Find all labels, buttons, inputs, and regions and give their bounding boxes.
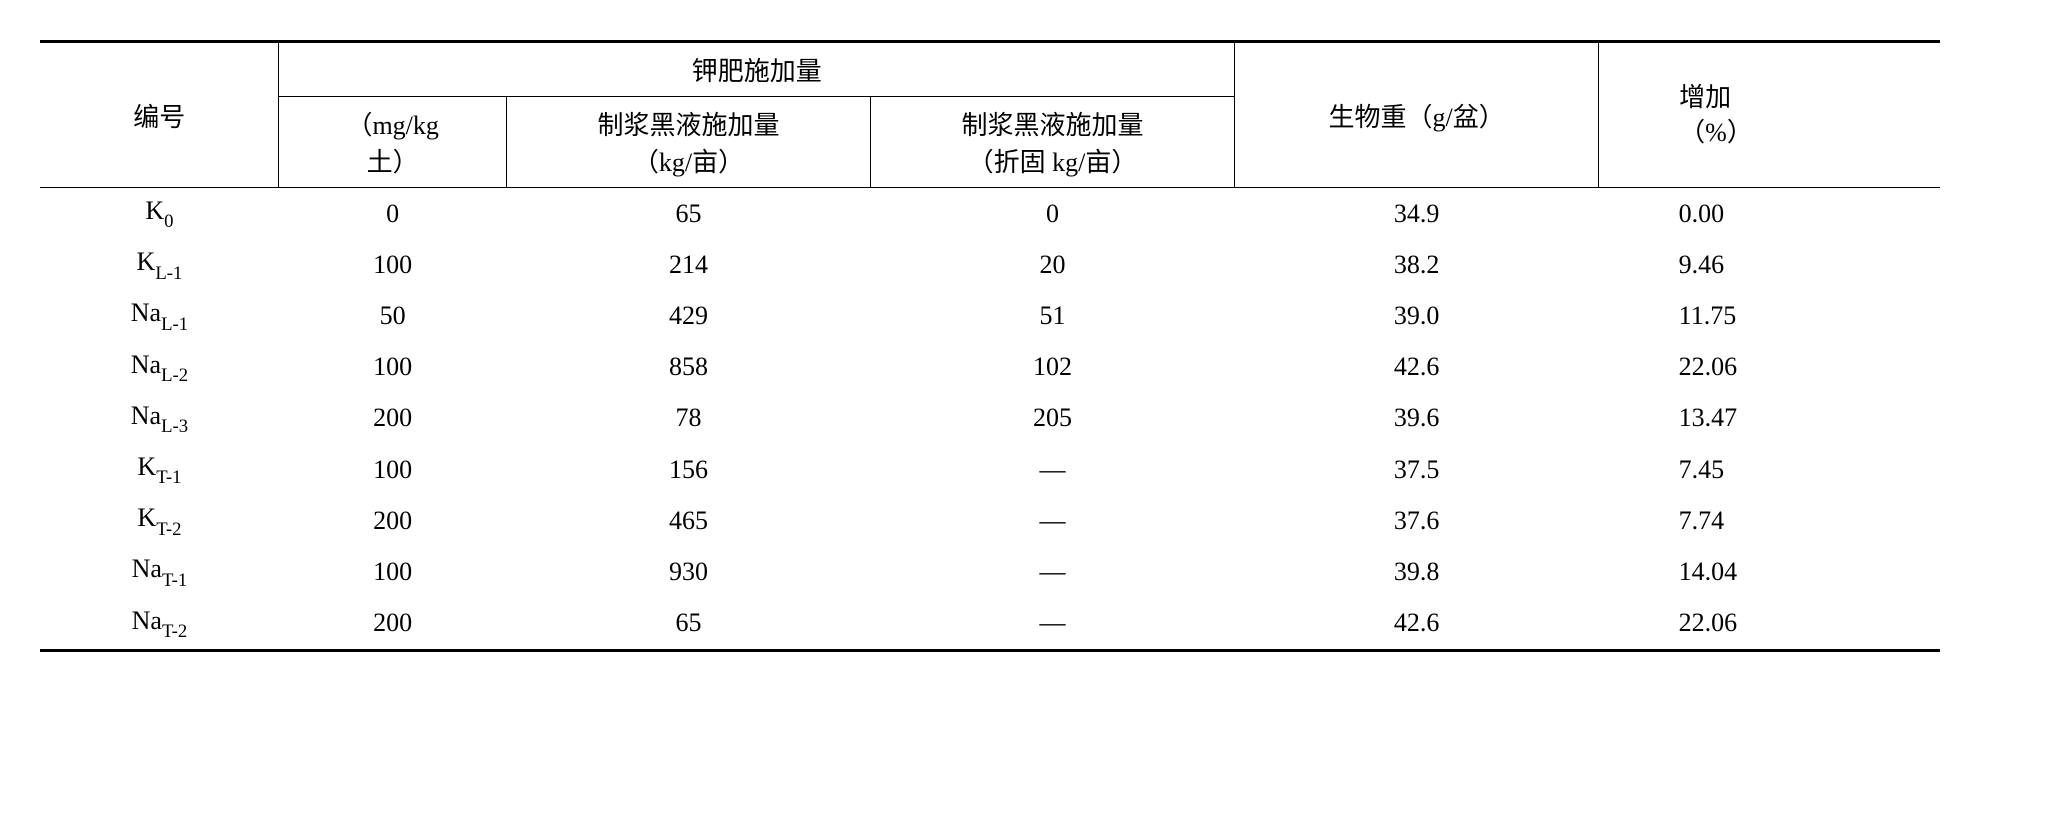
cell-liquor-solid: — <box>871 495 1235 546</box>
cell-liquor-solid: — <box>871 546 1235 597</box>
id-main: Na <box>132 606 162 635</box>
id-subscript: L-3 <box>161 416 188 437</box>
id-main: Na <box>131 298 161 327</box>
table-row: NaL-1504295139.011.75 <box>40 290 1940 341</box>
cell-increase: 9.46 <box>1599 239 1940 290</box>
cell-bioweight: 37.6 <box>1235 495 1599 546</box>
id-subscript: 0 <box>164 211 173 232</box>
table-header: 编号 钾肥施加量 生物重（g/盆） 增加 （%） （mg/kg 土） 制浆黑液施… <box>40 42 1940 188</box>
id-subscript: L-1 <box>155 263 182 284</box>
cell-id: KT-2 <box>40 495 279 546</box>
table-row: NaT-220065—42.622.06 <box>40 598 1940 651</box>
cell-increase: 22.06 <box>1599 342 1940 393</box>
header-bio: 生物重（g/盆） <box>1235 42 1599 188</box>
cell-liquor-kgmu: 156 <box>506 444 870 495</box>
cell-liquor-kgmu: 65 <box>506 598 870 651</box>
table-body: K0065034.90.00KL-11002142038.29.46NaL-15… <box>40 188 1940 651</box>
table-row: KT-1100156—37.57.45 <box>40 444 1940 495</box>
table-row: NaT-1100930—39.814.04 <box>40 546 1940 597</box>
cell-liquor-solid: — <box>871 444 1235 495</box>
cell-liquor-solid: 102 <box>871 342 1235 393</box>
cell-bioweight: 42.6 <box>1235 342 1599 393</box>
cell-liquor-solid: 51 <box>871 290 1235 341</box>
table-row: K0065034.90.00 <box>40 188 1940 240</box>
cell-increase: 22.06 <box>1599 598 1940 651</box>
cell-liquor-kgmu: 465 <box>506 495 870 546</box>
cell-liquor-solid: 20 <box>871 239 1235 290</box>
cell-mgkg: 200 <box>279 495 507 546</box>
id-main: K <box>137 503 156 532</box>
cell-mgkg: 0 <box>279 188 507 240</box>
header-sub-c: 制浆黑液施加量 （折固 kg/亩） <box>871 97 1235 188</box>
cell-mgkg: 100 <box>279 342 507 393</box>
id-main: K <box>137 247 156 276</box>
table-row: KT-2200465—37.67.74 <box>40 495 1940 546</box>
header-sub-a: （mg/kg 土） <box>279 97 507 188</box>
table-row: NaL-32007820539.613.47 <box>40 393 1940 444</box>
id-subscript: T-2 <box>156 519 181 540</box>
cell-id: NaL-1 <box>40 290 279 341</box>
id-main: K <box>137 452 156 481</box>
cell-id: NaL-2 <box>40 342 279 393</box>
cell-increase: 7.74 <box>1599 495 1940 546</box>
cell-mgkg: 200 <box>279 598 507 651</box>
cell-id: KT-1 <box>40 444 279 495</box>
header-sub-a-l2: 土） <box>367 148 419 177</box>
header-sub-c-l2: （折固 kg/亩） <box>968 148 1138 177</box>
cell-increase: 7.45 <box>1599 444 1940 495</box>
cell-bioweight: 42.6 <box>1235 598 1599 651</box>
id-subscript: T-1 <box>156 467 181 488</box>
header-id: 编号 <box>40 42 279 188</box>
cell-liquor-kgmu: 858 <box>506 342 870 393</box>
cell-bioweight: 39.6 <box>1235 393 1599 444</box>
cell-bioweight: 39.8 <box>1235 546 1599 597</box>
cell-liquor-kgmu: 78 <box>506 393 870 444</box>
cell-increase: 0.00 <box>1599 188 1940 240</box>
cell-bioweight: 39.0 <box>1235 290 1599 341</box>
cell-id: K0 <box>40 188 279 240</box>
cell-bioweight: 37.5 <box>1235 444 1599 495</box>
id-main: Na <box>131 401 161 430</box>
header-increase-l1: 增加 <box>1679 83 1731 112</box>
cell-id: NaL-3 <box>40 393 279 444</box>
id-subscript: L-1 <box>161 314 188 335</box>
cell-mgkg: 100 <box>279 239 507 290</box>
cell-id: KL-1 <box>40 239 279 290</box>
cell-mgkg: 100 <box>279 444 507 495</box>
data-table: 编号 钾肥施加量 生物重（g/盆） 增加 （%） （mg/kg 土） 制浆黑液施… <box>40 40 1940 652</box>
id-subscript: T-1 <box>162 570 187 591</box>
id-subscript: T-2 <box>162 621 187 642</box>
cell-liquor-solid: 205 <box>871 393 1235 444</box>
header-group: 钾肥施加量 <box>279 42 1235 97</box>
table-row: NaL-210085810242.622.06 <box>40 342 1940 393</box>
cell-mgkg: 200 <box>279 393 507 444</box>
header-sub-a-l1: （mg/kg <box>346 111 438 140</box>
cell-liquor-kgmu: 65 <box>506 188 870 240</box>
header-sub-c-l1: 制浆黑液施加量 <box>962 111 1144 140</box>
cell-mgkg: 50 <box>279 290 507 341</box>
header-sub-b-l1: 制浆黑液施加量 <box>597 111 779 140</box>
header-increase: 增加 （%） <box>1599 42 1940 188</box>
id-subscript: L-2 <box>161 365 188 386</box>
id-main: K <box>145 196 164 225</box>
cell-id: NaT-1 <box>40 546 279 597</box>
cell-liquor-kgmu: 429 <box>506 290 870 341</box>
cell-bioweight: 34.9 <box>1235 188 1599 240</box>
header-sub-b: 制浆黑液施加量 （kg/亩） <box>506 97 870 188</box>
header-sub-b-l2: （kg/亩） <box>633 148 744 177</box>
id-main: Na <box>131 350 161 379</box>
cell-liquor-kgmu: 930 <box>506 546 870 597</box>
id-main: Na <box>132 554 162 583</box>
cell-liquor-solid: — <box>871 598 1235 651</box>
cell-increase: 11.75 <box>1599 290 1940 341</box>
cell-mgkg: 100 <box>279 546 507 597</box>
cell-bioweight: 38.2 <box>1235 239 1599 290</box>
header-increase-l2: （%） <box>1679 118 1753 147</box>
cell-increase: 13.47 <box>1599 393 1940 444</box>
cell-increase: 14.04 <box>1599 546 1940 597</box>
cell-liquor-kgmu: 214 <box>506 239 870 290</box>
cell-liquor-solid: 0 <box>871 188 1235 240</box>
table-row: KL-11002142038.29.46 <box>40 239 1940 290</box>
cell-id: NaT-2 <box>40 598 279 651</box>
